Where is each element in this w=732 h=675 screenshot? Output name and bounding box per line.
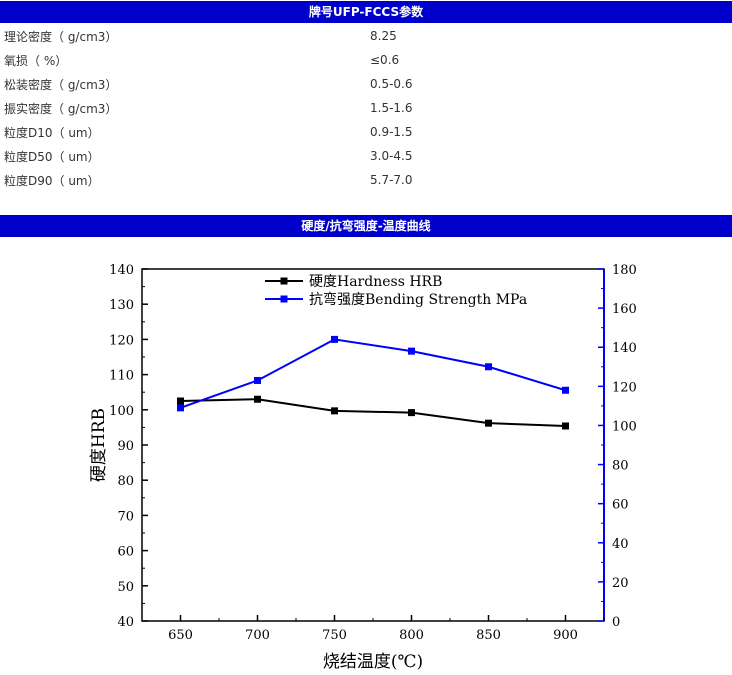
data-point xyxy=(331,335,338,343)
property-row: 粒度D10（ um） 0.9-1.5 xyxy=(0,120,732,144)
left-y-tick-label: 100 xyxy=(109,404,134,419)
property-value: 8.25 xyxy=(370,29,397,43)
property-name: 粒度D50（ um） xyxy=(4,149,100,164)
data-point xyxy=(331,407,338,415)
hardness-strength-chart: 40 50 60 70 80 90 100 110 120 130 140 0 20 40 60 80 100 1… xyxy=(89,263,637,672)
left-y-tick-label: 50 xyxy=(117,580,134,595)
right-y-tick-label: 80 xyxy=(612,459,629,474)
x-tick-label: 800 xyxy=(399,628,424,643)
legend-marker xyxy=(280,277,288,285)
data-point xyxy=(485,363,492,371)
property-row: 粒度D50（ um） 3.0-4.5 xyxy=(0,144,732,168)
data-point xyxy=(177,397,184,405)
left-y-tick-label: 110 xyxy=(109,369,134,384)
properties-header: 牌号UFP-FCCS参数 xyxy=(0,1,732,23)
property-value: 0.5-0.6 xyxy=(370,77,413,91)
right-y-tick-label: 20 xyxy=(612,576,629,591)
properties-table: 理论密度（ g/cm3） 8.25 氧损（ %） ≤0.6 松装密度（ g/cm3） 0.… xyxy=(0,24,732,192)
property-name: 氧损（ %） xyxy=(4,53,68,68)
x-tick-label: 850 xyxy=(476,628,501,643)
data-point xyxy=(485,419,492,427)
x-tick-label: 750 xyxy=(322,628,347,643)
plot-frame xyxy=(141,268,605,622)
right-y-tick-label: 60 xyxy=(612,498,629,513)
property-row: 氧损（ %） ≤0.6 xyxy=(0,48,732,72)
curve-section-header: 硬度/抗弯强度-温度曲线 xyxy=(0,215,732,237)
property-row: 理论密度（ g/cm3） 8.25 xyxy=(0,24,732,48)
legend-marker xyxy=(280,295,288,303)
legend-label: 硬度Hardness HRB xyxy=(309,274,442,290)
data-point xyxy=(254,376,261,384)
legend-label: 抗弯强度Bending Strength MPa xyxy=(309,291,527,308)
x-tick-label: 700 xyxy=(245,628,270,643)
property-name: 粒度D10（ um） xyxy=(4,125,100,140)
left-y-tick-label: 40 xyxy=(117,615,134,630)
left-y-tick-label: 80 xyxy=(117,474,134,489)
right-y-tick-label: 160 xyxy=(612,302,637,317)
right-y-tick-label: 0 xyxy=(612,615,620,630)
right-y-tick-label: 120 xyxy=(612,380,637,395)
x-tick-label: 650 xyxy=(168,628,193,643)
left-y-tick-label: 60 xyxy=(117,545,134,560)
property-value: 5.7-7.0 xyxy=(370,173,413,187)
data-point xyxy=(408,409,415,417)
data-point xyxy=(177,404,184,412)
x-tick-label: 900 xyxy=(553,628,578,643)
right-y-tick-label: 140 xyxy=(612,341,637,356)
property-name: 松装密度（ g/cm3） xyxy=(4,77,118,92)
left-y-tick-label: 140 xyxy=(109,263,134,278)
right-y-tick-label: 180 xyxy=(612,263,637,278)
left-y-tick-label: 130 xyxy=(109,298,134,313)
series-line xyxy=(180,338,566,409)
data-point xyxy=(562,386,569,394)
property-name: 理论密度（ g/cm3） xyxy=(4,29,118,44)
property-value: 1.5-1.6 xyxy=(370,101,413,115)
y-axis-label: 硬度HRB xyxy=(89,408,109,482)
property-row: 松装密度（ g/cm3） 0.5-0.6 xyxy=(0,72,732,96)
property-row: 粒度D90（ um） 5.7-7.0 xyxy=(0,168,732,192)
property-name: 振实密度（ g/cm3） xyxy=(4,101,118,116)
property-value: 0.9-1.5 xyxy=(370,125,413,139)
data-point xyxy=(408,347,415,355)
right-y-tick-label: 40 xyxy=(612,537,629,552)
property-name: 粒度D90（ um） xyxy=(4,173,100,188)
right-y-tick-label: 100 xyxy=(612,419,637,434)
data-point xyxy=(254,395,261,403)
series-line xyxy=(180,398,566,427)
data-point xyxy=(562,422,569,430)
x-axis-label: 烧结温度(℃) xyxy=(323,652,423,672)
left-y-tick-label: 120 xyxy=(109,333,134,348)
left-y-tick-label: 90 xyxy=(117,439,134,454)
property-value: ≤0.6 xyxy=(370,53,400,67)
left-y-tick-label: 70 xyxy=(117,509,134,524)
property-row: 振实密度（ g/cm3） 1.5-1.6 xyxy=(0,96,732,120)
property-value: 3.0-4.5 xyxy=(370,149,413,163)
